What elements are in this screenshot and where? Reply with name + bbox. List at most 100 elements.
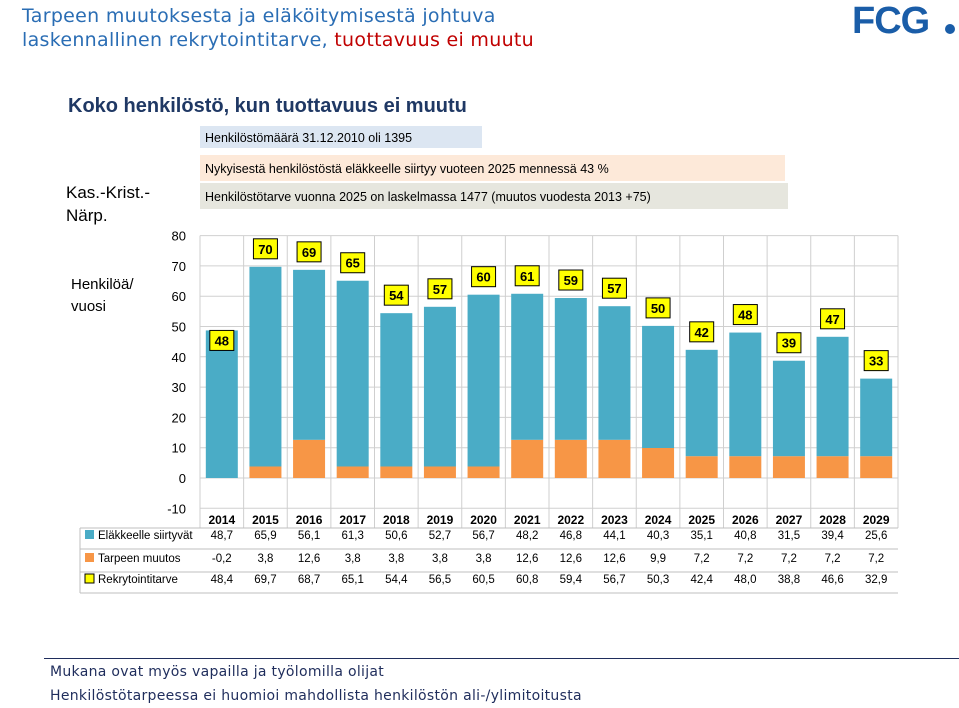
table-cell: 60,8 xyxy=(516,574,538,586)
logo-dot-icon xyxy=(945,24,955,34)
bar-elakkeelle-siirtyvat xyxy=(380,313,413,467)
bar-elakkeelle-siirtyvat xyxy=(729,332,762,457)
bar-elakkeelle-siirtyvat xyxy=(423,306,456,467)
bar-tarpeen-muutos xyxy=(380,466,413,478)
x-tick-label: 2017 xyxy=(339,513,366,527)
table-cell: 38,8 xyxy=(778,574,800,586)
y-tick-label: 70 xyxy=(172,259,186,274)
data-label: 57 xyxy=(607,281,621,296)
table-row-label: Rekrytointitarve xyxy=(98,574,178,586)
y-tick-label: 20 xyxy=(172,410,186,425)
footer-note-1: Mukana ovat myös vapailla ja työlomilla … xyxy=(50,664,385,680)
table-cell: 25,6 xyxy=(865,530,887,542)
table-row-label: Eläkkeelle siirtyvät xyxy=(98,530,193,542)
legend-swatch xyxy=(85,553,94,562)
bar-elakkeelle-siirtyvat xyxy=(816,336,849,457)
table-cell: 12,6 xyxy=(560,553,582,565)
y-axis-label-1: Henkilöä/ xyxy=(71,276,134,293)
footer-note-2: Henkilöstötarpeessa ei huomioi mahdollis… xyxy=(50,688,582,704)
slide-title-line1: Tarpeen muutoksesta ja eläköitymisestä j… xyxy=(22,5,496,27)
bar-tarpeen-muutos xyxy=(642,448,675,478)
bar-elakkeelle-siirtyvat xyxy=(467,294,500,467)
bar-tarpeen-muutos xyxy=(816,456,849,478)
y-tick-label: 80 xyxy=(172,229,186,244)
table-cell: 56,7 xyxy=(472,530,494,542)
x-tick-label: 2020 xyxy=(470,513,497,527)
info-text-2: Nykyisestä henkilöstöstä eläkkeelle siir… xyxy=(205,162,609,176)
data-label-box xyxy=(732,304,758,326)
y-tick-label: 40 xyxy=(172,350,186,365)
data-label-box xyxy=(601,277,627,299)
bar-tarpeen-muutos xyxy=(336,466,369,478)
bar-elakkeelle-siirtyvat xyxy=(772,360,805,457)
data-label-box xyxy=(209,329,235,351)
table-cell: 3,8 xyxy=(345,553,361,565)
bar-elakkeelle-siirtyvat xyxy=(336,280,369,467)
table-cell: 3,8 xyxy=(476,553,492,565)
data-label-box xyxy=(558,269,584,291)
bar-tarpeen-muutos xyxy=(860,456,893,478)
fcg-logo: FCG xyxy=(852,2,955,38)
table-cell: 3,8 xyxy=(432,553,448,565)
info-text-3: Henkilöstötarve vuonna 2025 on laskelmas… xyxy=(205,190,651,204)
table-cell: 12,6 xyxy=(603,553,625,565)
table-cell: 40,3 xyxy=(647,530,669,542)
data-label: 57 xyxy=(433,282,447,297)
data-label-box xyxy=(427,278,453,300)
data-label-box xyxy=(863,350,889,372)
info-box-2 xyxy=(200,155,785,181)
x-tick-label: 2028 xyxy=(819,513,846,527)
bar-elakkeelle-siirtyvat xyxy=(249,266,282,467)
bar-elakkeelle-siirtyvat xyxy=(598,306,631,440)
info-box-1 xyxy=(200,126,482,148)
bar-tarpeen-muutos xyxy=(249,466,282,478)
x-tick-label: 2026 xyxy=(732,513,759,527)
table-cell: 50,6 xyxy=(385,530,407,542)
data-label: 59 xyxy=(564,273,578,288)
bar-tarpeen-muutos xyxy=(511,439,544,478)
bar-tarpeen-muutos xyxy=(467,466,500,478)
table-cell: 65,1 xyxy=(341,574,363,586)
data-label: 48 xyxy=(738,308,752,323)
slide-title-line2-a: laskennallinen rekrytointitarve, xyxy=(22,29,335,51)
y-tick-label: 30 xyxy=(172,380,186,395)
data-label-box xyxy=(252,238,278,260)
table-cell: 48,7 xyxy=(211,530,233,542)
table-cell: 50,3 xyxy=(647,574,669,586)
data-label-box xyxy=(645,297,671,319)
data-label: 60 xyxy=(476,270,490,285)
table-cell: 40,8 xyxy=(734,530,756,542)
table-cell: -0,2 xyxy=(212,553,232,565)
data-label-box xyxy=(514,265,540,287)
side-label-1: Kas.-Krist.- xyxy=(66,183,150,202)
bar-elakkeelle-siirtyvat xyxy=(860,378,893,457)
data-label: 70 xyxy=(258,242,272,257)
data-label: 69 xyxy=(302,245,316,260)
data-label: 61 xyxy=(520,269,534,284)
x-tick-label: 2018 xyxy=(383,513,410,527)
table-cell: 39,4 xyxy=(821,530,844,542)
data-label: 65 xyxy=(345,256,359,271)
table-cell: 7,2 xyxy=(825,553,841,565)
x-tick-label: 2029 xyxy=(863,513,890,527)
table-cell: 7,2 xyxy=(737,553,753,565)
table-cell: 56,7 xyxy=(603,574,625,586)
table-row-label: Tarpeen muutos xyxy=(98,553,181,565)
table-cell: 48,2 xyxy=(516,530,538,542)
bar-tarpeen-muutos xyxy=(685,456,718,478)
x-tick-label: 2024 xyxy=(645,513,672,527)
data-label-box xyxy=(689,321,715,343)
table-cell: 46,8 xyxy=(560,530,582,542)
table-cell: 61,3 xyxy=(341,530,363,542)
table-cell: 7,2 xyxy=(694,553,710,565)
table-cell: 52,7 xyxy=(429,530,451,542)
data-label-box xyxy=(383,284,409,306)
bar-elakkeelle-siirtyvat xyxy=(293,269,326,440)
x-tick-label: 2016 xyxy=(296,513,323,527)
bar-tarpeen-muutos xyxy=(772,456,805,478)
table-cell: 54,4 xyxy=(385,574,408,586)
table-cell: 42,4 xyxy=(690,574,713,586)
table-cell: 3,8 xyxy=(388,553,404,565)
bar-tarpeen-muutos xyxy=(293,439,326,478)
data-label-box xyxy=(471,266,497,288)
